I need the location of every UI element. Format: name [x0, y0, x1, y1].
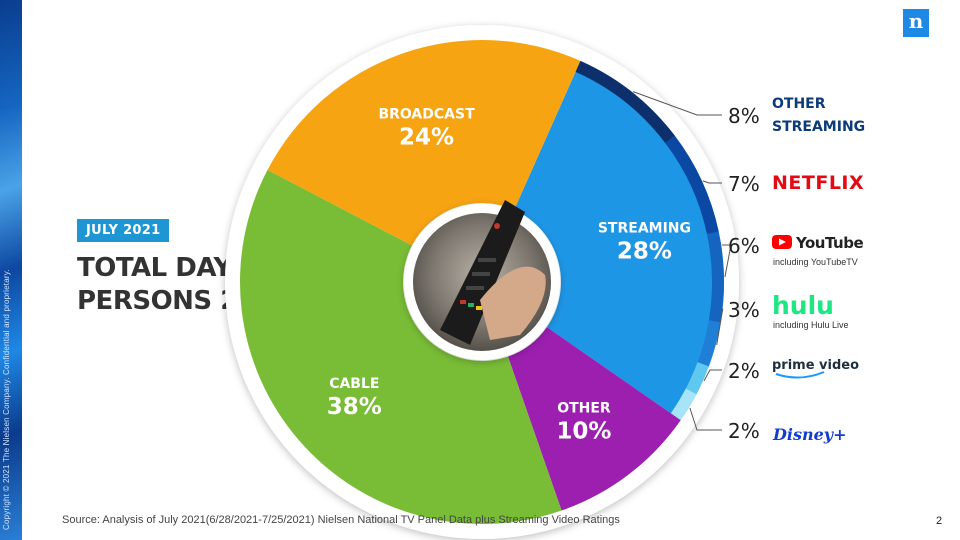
leader-line-other-streaming	[632, 91, 722, 116]
subtitle-line-1: TOTAL DAY	[77, 253, 232, 283]
slice-cable	[240, 169, 562, 524]
leader-line-disney	[689, 407, 722, 431]
hulu-logo: hulu	[772, 291, 834, 320]
nielsen-logo: n	[903, 9, 929, 37]
share-disney: 2%	[728, 419, 760, 443]
tv-remote-photo	[413, 200, 551, 351]
slice-label-streaming: STREAMING	[598, 221, 691, 237]
share-youtube: 6%	[728, 234, 760, 258]
leader-line-prime-video	[703, 369, 722, 382]
disney-plus-logo: Disney+	[772, 425, 846, 444]
slice-broadcast	[267, 40, 581, 246]
streaming-band-other-streaming	[575, 60, 675, 143]
slice-other	[507, 327, 681, 511]
other-streaming-line-1: OTHER	[772, 96, 826, 112]
source-note: Source: Analysis of July 2021(6/28/2021-…	[62, 514, 620, 526]
left-decorative-strip	[0, 0, 22, 540]
other-streaming-brand-label: OTHER STREAMING	[772, 96, 865, 135]
prime-video-logo: prime video	[772, 358, 859, 379]
leader-line-youtube	[722, 244, 732, 278]
streaming-band-youtube	[706, 231, 724, 323]
slice-label-other: OTHER	[557, 400, 611, 416]
youtube-sublabel: including YouTubeTV	[773, 257, 858, 267]
slice-label-cable: CABLE	[329, 376, 379, 392]
youtube-wordmark: YouTube	[795, 234, 863, 252]
slice-label-broadcast: BROADCAST	[378, 107, 475, 123]
date-badge: JULY 2021	[77, 219, 170, 242]
streaming-band-hulu	[697, 320, 721, 367]
share-netflix: 7%	[728, 172, 760, 196]
streaming-band-disney	[670, 388, 697, 421]
other-streaming-line-2: STREAMING	[772, 119, 865, 135]
youtube-logo: YouTube	[772, 234, 864, 252]
streaming-band-prime-video	[685, 362, 709, 395]
slice-value-streaming: 28%	[617, 239, 672, 265]
slice-value-other: 10%	[556, 418, 611, 444]
slice-value-broadcast: 24%	[399, 125, 454, 151]
page-number: 2	[936, 515, 943, 527]
prime-smile-icon	[775, 371, 825, 379]
netflix-logo: NETFLIX	[772, 172, 864, 194]
slice-value-cable: 38%	[327, 394, 382, 420]
leader-line-netflix	[702, 180, 722, 184]
streaming-band-netflix	[665, 135, 719, 235]
prime-video-wordmark: prime video	[772, 358, 859, 373]
share-hulu: 3%	[728, 298, 760, 322]
share-prime-video: 2%	[728, 359, 760, 383]
leader-line-hulu	[716, 308, 724, 345]
hulu-sublabel: including Hulu Live	[773, 320, 849, 330]
share-other-streaming: 8%	[728, 104, 760, 128]
